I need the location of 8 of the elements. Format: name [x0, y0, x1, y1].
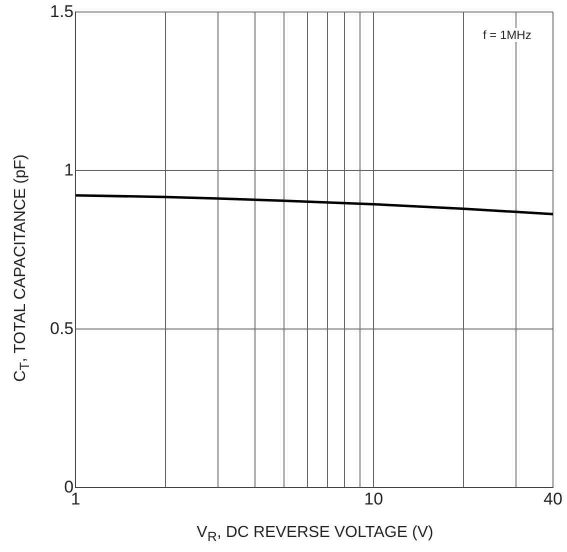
y-tick-label: 1.5 [50, 2, 74, 21]
y-tick-label: 0.5 [50, 318, 74, 338]
x-axis-title: V$_{R}$, DC REVERSE VOLTAGE (V) [196, 524, 434, 544]
x-tick-label: 10 [364, 489, 384, 508]
y-tick-label: 0 [64, 477, 74, 496]
y-tick-label: 1 [64, 160, 74, 180]
annotation: f = 1MHz [481, 28, 534, 42]
x-tick-label: 40 [544, 489, 562, 508]
